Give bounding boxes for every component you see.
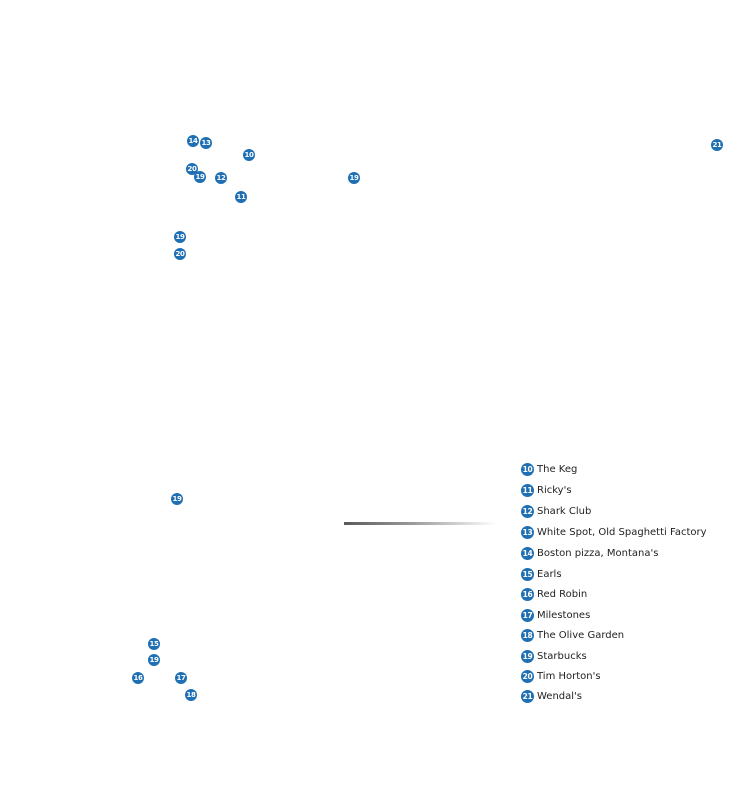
legend-badge: 16 <box>521 587 534 601</box>
legend-badge: 19 <box>521 649 534 663</box>
legend-item-olive-garden: 18 The Olive Garden <box>521 628 624 642</box>
legend-badge: 15 <box>521 567 534 581</box>
legend-item-white-spot: 13 White Spot, Old Spaghetti Factory <box>521 525 707 539</box>
legend-item-tim-hortons: 20 Tim Horton's <box>521 669 601 683</box>
map-marker-19[interactable]: 19 <box>171 493 183 505</box>
legend-item-wendals: 21 Wendal's <box>521 689 582 703</box>
legend-label: Wendal's <box>537 690 583 702</box>
map-marker-12[interactable]: 12 <box>215 172 227 184</box>
legend-item-milestones: 17 Milestones <box>521 608 590 622</box>
map-marker-14[interactable]: 14 <box>187 135 199 147</box>
legend-label: Tim Horton's <box>537 670 601 682</box>
legend-badge: 13 <box>521 525 534 539</box>
legend-badge: 20 <box>521 669 534 683</box>
map-marker-11[interactable]: 11 <box>235 191 247 203</box>
legend-item-boston-pizza: 14 Boston pizza, Montana's <box>521 546 658 560</box>
legend-label: The Olive Garden <box>537 629 625 641</box>
legend-label: Shark Club <box>537 505 592 517</box>
legend-label: Ricky's <box>537 484 572 496</box>
legend-badge: 11 <box>521 483 534 497</box>
legend-label: Red Robin <box>537 588 588 600</box>
legend-label: Starbucks <box>537 650 587 662</box>
legend-item-the-keg: 10 The Keg <box>521 462 577 476</box>
map-marker-19[interactable]: 19 <box>174 231 186 243</box>
legend-badge: 18 <box>521 628 534 642</box>
legend-label: Milestones <box>537 609 591 621</box>
map-marker-18[interactable]: 18 <box>185 689 197 701</box>
map-marker-19[interactable]: 19 <box>348 172 360 184</box>
map-marker-10[interactable]: 10 <box>243 149 255 161</box>
legend-badge: 10 <box>521 462 534 476</box>
legend-label: White Spot, Old Spaghetti Factory <box>537 526 707 538</box>
legend-item-earls: 15 Earls <box>521 567 562 581</box>
legend-label: Earls <box>537 568 562 580</box>
legend-badge: 14 <box>521 546 534 560</box>
divider-line <box>344 522 496 525</box>
legend-label: The Keg <box>537 463 578 475</box>
map-marker-15[interactable]: 15 <box>148 638 160 650</box>
legend-badge: 17 <box>521 608 534 622</box>
legend-item-rickys: 11 Ricky's <box>521 483 572 497</box>
legend-badge: 21 <box>521 689 534 703</box>
map-marker-16[interactable]: 16 <box>132 672 144 684</box>
map-marker-21[interactable]: 21 <box>711 139 723 151</box>
map-marker-17[interactable]: 17 <box>175 672 187 684</box>
legend-item-red-robin: 16 Red Robin <box>521 587 587 601</box>
legend-item-shark-club: 12 Shark Club <box>521 504 591 518</box>
legend-item-starbucks: 19 Starbucks <box>521 649 587 663</box>
map-marker-13[interactable]: 13 <box>200 137 212 149</box>
map-marker-20[interactable]: 20 <box>174 248 186 260</box>
map-marker-19[interactable]: 19 <box>194 171 206 183</box>
map-marker-19[interactable]: 19 <box>148 654 160 666</box>
legend-badge: 12 <box>521 504 534 518</box>
legend-label: Boston pizza, Montana's <box>537 547 659 559</box>
